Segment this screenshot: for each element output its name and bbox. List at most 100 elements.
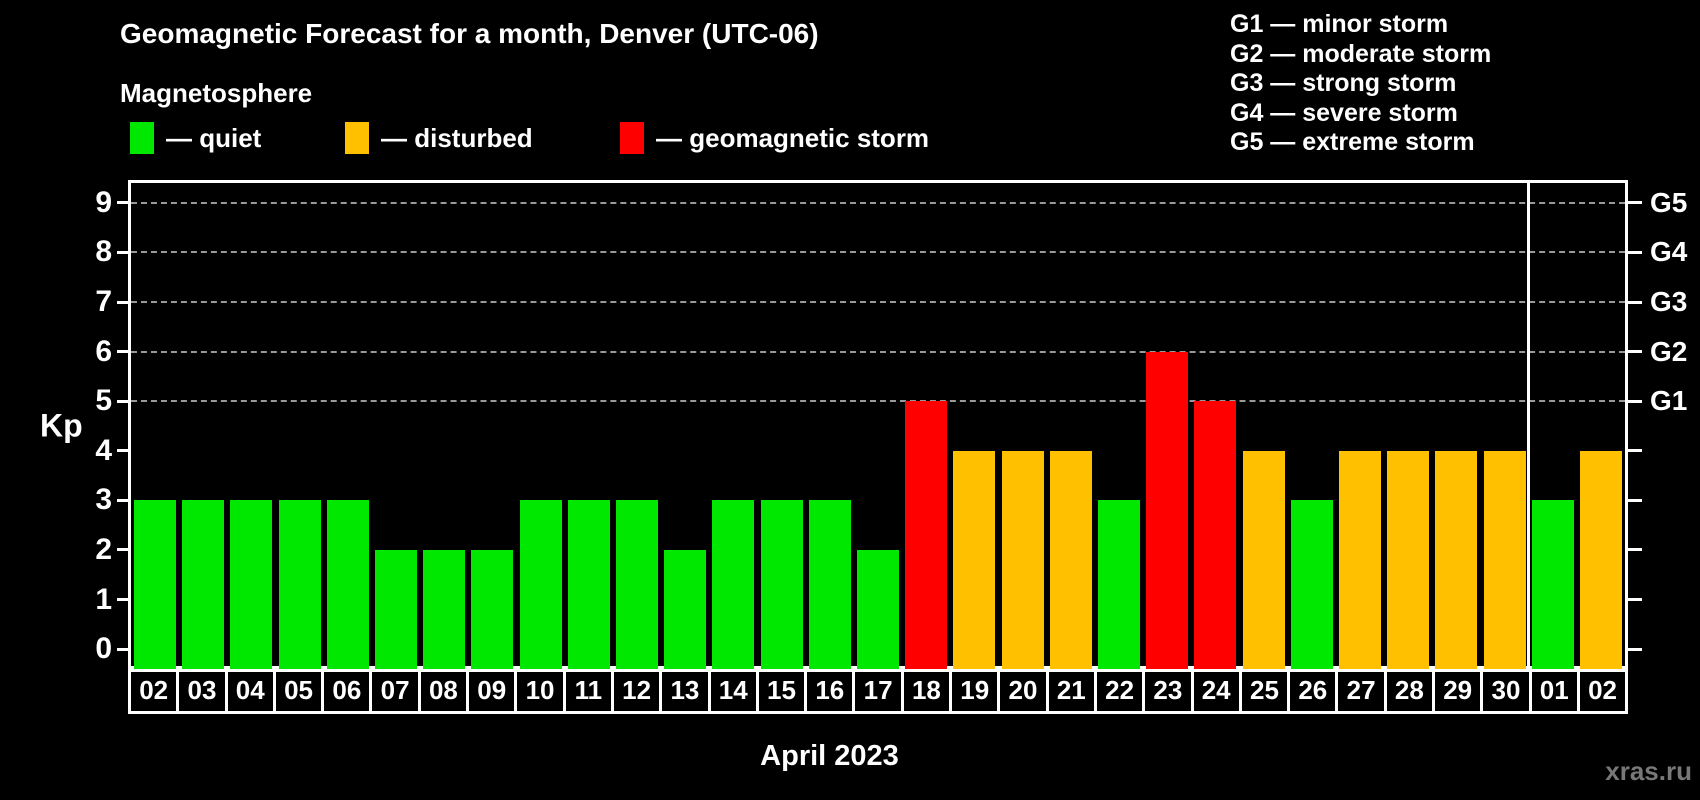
kp-bar-day-25 bbox=[1242, 450, 1285, 669]
left-tick-kp-4 bbox=[117, 449, 131, 453]
right-tick-kp-5 bbox=[1628, 399, 1642, 403]
right-tick-kp-8 bbox=[1628, 250, 1642, 254]
y-tick-label-6: 6 bbox=[95, 334, 112, 368]
left-tick-kp-0 bbox=[117, 647, 131, 651]
day-label-cell-26-24: 26 bbox=[1290, 669, 1339, 711]
left-tick-kp-9 bbox=[117, 201, 131, 205]
y-tick-label-3: 3 bbox=[95, 483, 112, 517]
kp-bar-day-26 bbox=[1290, 500, 1333, 669]
disturbed-swatch-icon bbox=[345, 122, 369, 154]
y-axis-label: Kp bbox=[40, 407, 83, 444]
day-label-cell-13-11: 13 bbox=[662, 669, 711, 711]
day-label-cell-20-18: 20 bbox=[1000, 669, 1049, 711]
day-label-cell-01-29: 01 bbox=[1532, 669, 1580, 711]
right-axis-label-g1: G1 bbox=[1650, 385, 1688, 417]
y-tick-label-4: 4 bbox=[95, 433, 112, 467]
left-tick-kp-3 bbox=[117, 498, 131, 502]
legend-label-storm: — geomagnetic storm bbox=[656, 122, 930, 153]
day-label-cell-04-2: 04 bbox=[228, 669, 276, 711]
right-tick-kp-4 bbox=[1628, 449, 1642, 453]
day-label-cell-03-1: 03 bbox=[179, 669, 228, 711]
y-tick-label-5: 5 bbox=[95, 384, 112, 418]
legend-item-disturbed: — disturbed bbox=[345, 121, 533, 155]
day-label-cell-28-26: 28 bbox=[1387, 669, 1436, 711]
left-tick-kp-5 bbox=[117, 399, 131, 403]
left-tick-kp-7 bbox=[117, 300, 131, 304]
x-axis-day-row: 02 03 04 05 06 07 08 09 10 11 12 13 14 15 16 17 18 19 20 21… bbox=[128, 666, 1628, 714]
kp-bar-day-14 bbox=[712, 500, 755, 669]
kp-bar-day-08 bbox=[423, 549, 466, 669]
day-label-cell-16-14: 16 bbox=[807, 669, 856, 711]
kp-bar-day-28 bbox=[1387, 450, 1430, 669]
day-label-cell-15-13: 15 bbox=[759, 669, 808, 711]
day-label-cell-06-4: 06 bbox=[324, 669, 373, 711]
legend-label-quiet: — quiet bbox=[166, 122, 262, 153]
left-tick-kp-6 bbox=[117, 350, 131, 354]
kp-bar-day-21 bbox=[1049, 450, 1092, 669]
day-label-cell-02-30: 02 bbox=[1588, 674, 1618, 705]
kp-bar-day-17 bbox=[857, 549, 899, 669]
left-tick-kp-8 bbox=[117, 250, 131, 254]
kp-bar-day-18 bbox=[905, 401, 948, 669]
watermark: xras.ru bbox=[1605, 756, 1692, 786]
right-axis-label-g3: G3 bbox=[1650, 286, 1688, 318]
y-tick-label-1: 1 bbox=[95, 582, 112, 616]
day-label-cell-18-16: 18 bbox=[904, 669, 953, 711]
g-legend-line-g1: G1 — minor storm bbox=[1230, 10, 1449, 38]
right-tick-kp-7 bbox=[1628, 300, 1642, 304]
kp-bar-day-13 bbox=[664, 549, 707, 669]
right-axis-label-g5: G5 bbox=[1650, 186, 1688, 218]
day-label-cell-14-12: 14 bbox=[711, 669, 759, 711]
plot-area bbox=[128, 180, 1628, 672]
kp-bar-day-02 bbox=[1579, 450, 1622, 669]
right-tick-kp-3 bbox=[1628, 498, 1642, 502]
kp-bar-day-05 bbox=[278, 500, 321, 669]
gridline-kp-7 bbox=[131, 301, 1625, 304]
legend-item-quiet: — quiet bbox=[130, 121, 261, 155]
kp-bar-day-23 bbox=[1146, 351, 1189, 669]
day-label-cell-22-20: 22 bbox=[1097, 669, 1146, 711]
kp-bar-day-29 bbox=[1435, 450, 1478, 669]
kp-bar-day-24 bbox=[1194, 401, 1237, 669]
x-axis-month-label: April 2023 bbox=[760, 740, 899, 772]
g-legend-line-g5: G5 — extreme storm bbox=[1230, 128, 1475, 156]
right-tick-kp-6 bbox=[1628, 350, 1642, 354]
day-label-cell-11-9: 11 bbox=[566, 669, 614, 711]
kp-bar-day-01 bbox=[1531, 500, 1574, 669]
right-axis-label-g4: G4 bbox=[1650, 236, 1688, 268]
left-tick-kp-2 bbox=[117, 548, 131, 552]
right-tick-kp-1 bbox=[1628, 598, 1642, 602]
page-title: Geomagnetic Forecast for a month, Denver… bbox=[120, 18, 819, 49]
day-label-cell-19-17: 19 bbox=[952, 669, 1001, 711]
day-label-cell-25-23: 25 bbox=[1242, 669, 1291, 711]
kp-bar-day-07 bbox=[375, 549, 418, 669]
kp-bar-day-04 bbox=[230, 500, 273, 669]
y-tick-label-9: 9 bbox=[95, 185, 112, 219]
day-label-cell-08-6: 08 bbox=[421, 669, 470, 711]
magnetosphere-legend-title: Magnetosphere bbox=[120, 78, 313, 108]
day-label-cell-10-8: 10 bbox=[517, 669, 566, 711]
day-label-cell-05-3: 05 bbox=[276, 669, 325, 711]
kp-bar-day-27 bbox=[1338, 450, 1381, 669]
right-tick-kp-0 bbox=[1628, 647, 1642, 651]
day-label-cell-07-5: 07 bbox=[372, 669, 421, 711]
day-label-cell-27-25: 27 bbox=[1338, 669, 1387, 711]
right-tick-kp-9 bbox=[1628, 201, 1642, 205]
day-label-cell-09-7: 09 bbox=[469, 669, 518, 711]
month-separator-line bbox=[1527, 183, 1531, 669]
day-label-cell-24-22: 24 bbox=[1194, 669, 1242, 711]
g-legend-line-g3: G3 — strong storm bbox=[1230, 69, 1457, 97]
kp-bar-day-11 bbox=[567, 500, 610, 669]
kp-bar-day-09 bbox=[471, 549, 514, 669]
day-label-cell-30-28: 30 bbox=[1483, 669, 1532, 711]
g-legend-line-g4: G4 — severe storm bbox=[1230, 98, 1458, 127]
y-tick-label-0: 0 bbox=[95, 632, 112, 666]
legend-item-storm: — geomagnetic storm bbox=[620, 121, 929, 155]
kp-bar-day-19 bbox=[953, 450, 996, 669]
kp-bar-day-16 bbox=[808, 500, 851, 669]
y-tick-label-2: 2 bbox=[95, 532, 112, 566]
day-label-cell-29-27: 29 bbox=[1435, 669, 1484, 711]
day-label-cell-12-10: 12 bbox=[614, 669, 663, 711]
day-label-cell-23-21: 23 bbox=[1145, 669, 1194, 711]
